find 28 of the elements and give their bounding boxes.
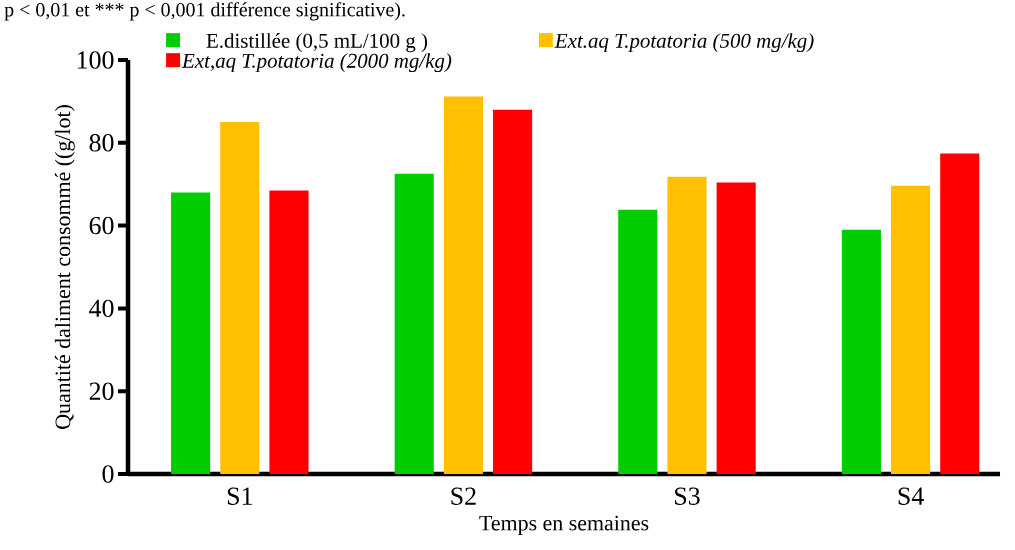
x-tick-label: S2 — [451, 487, 476, 505]
bar — [493, 109, 533, 474]
y-axis-title: Quantité daliment consommé ((g/lot) — [54, 105, 75, 429]
y-tick-label: 40 — [89, 299, 114, 318]
x-tick-label: S3 — [675, 487, 700, 505]
y-tick-label: 60 — [89, 216, 114, 235]
bar — [394, 173, 434, 474]
y-tick-label: 100 — [77, 51, 114, 69]
bar — [171, 192, 211, 474]
legend-label: Ext,aq T.potatoria (2000 mg/kg) — [181, 53, 452, 73]
y-tick-label: 0 — [102, 465, 114, 483]
legend-label: Ext.aq T.potatoria (500 mg/kg) — [554, 33, 814, 53]
bar — [269, 190, 309, 474]
bar — [220, 122, 260, 474]
bar — [443, 96, 483, 474]
x-axis-title: Temps en semaines — [479, 515, 649, 535]
bar — [841, 229, 881, 474]
x-tick-label: S1 — [227, 487, 252, 505]
text: p < 0,01 et *** p < 0,001 différence significative). — [4, 2, 405, 21]
y-tick-label: 20 — [89, 382, 114, 400]
bar — [618, 209, 658, 474]
bar — [891, 185, 931, 474]
legend-label: E.distillée (0,5 mL/100 g ) — [206, 33, 428, 53]
bar — [716, 182, 756, 474]
bar — [940, 153, 980, 474]
y-tick-label: 80 — [89, 134, 114, 152]
bar — [667, 176, 707, 474]
x-tick-label: S4 — [898, 487, 924, 505]
